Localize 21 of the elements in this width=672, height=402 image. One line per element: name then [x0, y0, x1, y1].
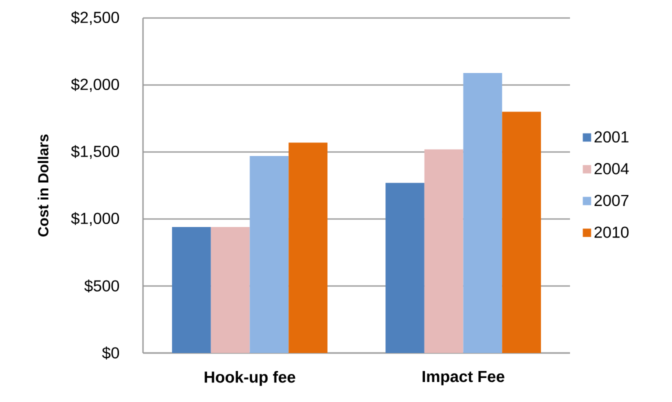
bar — [210, 227, 250, 353]
bar — [502, 112, 541, 353]
x-tick-label: Hook-up fee — [204, 371, 296, 386]
y-tick-label: $1,000 — [71, 212, 120, 226]
bar — [386, 182, 424, 353]
bar — [463, 72, 502, 353]
bar — [424, 149, 464, 353]
y-tick-label: $500 — [84, 280, 120, 292]
y-axis-title: Cost in Dollars — [38, 134, 48, 236]
x-tick-label: Impact Fee — [422, 371, 504, 386]
y-tick-label: $0 — [102, 346, 120, 360]
y-tick-label: $2,500 — [71, 11, 120, 25]
legend-label: 2010 — [594, 226, 629, 238]
y-tick-label: $2,000 — [71, 78, 120, 92]
y-tick-label: $1,500 — [71, 145, 120, 159]
legend-label: 2007 — [594, 194, 628, 206]
bar — [250, 156, 289, 353]
bar — [288, 142, 328, 353]
bar — [172, 227, 211, 353]
legend-label: 2001 — [594, 131, 628, 143]
legend-label: 2004 — [594, 163, 629, 174]
